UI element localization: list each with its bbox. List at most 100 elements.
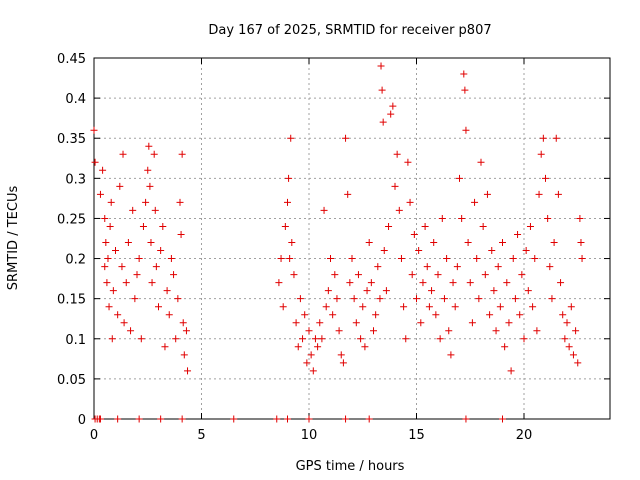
y-tick-label: 0.05 — [57, 373, 86, 388]
data-point — [578, 255, 586, 263]
data-point — [481, 271, 489, 279]
data-point — [501, 343, 509, 351]
data-point — [393, 150, 401, 158]
data-point — [372, 311, 380, 319]
data-point — [148, 279, 156, 287]
data-point — [275, 279, 283, 287]
data-point — [380, 247, 388, 255]
data-point — [290, 271, 298, 279]
grid — [94, 58, 610, 419]
data-point — [157, 415, 165, 423]
data-point — [466, 279, 474, 287]
data-point — [170, 271, 178, 279]
y-tick-label: 0.45 — [57, 52, 86, 67]
data-point — [114, 311, 122, 319]
data-point — [146, 182, 154, 190]
data-point — [423, 263, 431, 271]
data-point — [488, 247, 496, 255]
data-point — [404, 158, 412, 166]
data-point — [152, 263, 160, 271]
data-point — [361, 343, 369, 351]
data-point — [119, 150, 127, 158]
data-point — [492, 327, 500, 335]
data-point — [382, 287, 390, 295]
data-point — [397, 255, 405, 263]
data-point — [415, 247, 423, 255]
data-point — [496, 303, 504, 311]
data-point — [107, 198, 115, 206]
data-point — [114, 415, 122, 423]
data-point — [163, 287, 171, 295]
data-point — [137, 335, 145, 343]
data-point — [103, 279, 111, 287]
data-point — [544, 214, 552, 222]
data-point — [577, 239, 585, 247]
data-point — [365, 239, 373, 247]
y-tick-label: 0.25 — [57, 212, 86, 227]
y-tick-label: 0.15 — [57, 293, 86, 308]
data-point — [133, 271, 141, 279]
data-point — [284, 415, 291, 423]
data-point — [524, 287, 532, 295]
data-point — [346, 279, 354, 287]
data-point — [370, 327, 377, 335]
data-point — [430, 239, 438, 247]
data-point — [127, 327, 135, 335]
y-tick-label: 0.2 — [65, 253, 86, 268]
data-point — [167, 255, 175, 263]
data-point — [277, 255, 285, 263]
data-point — [352, 319, 360, 327]
data-point — [363, 287, 371, 295]
data-point — [458, 214, 466, 222]
data-point — [102, 239, 110, 247]
data-point — [367, 279, 375, 287]
data-point — [129, 206, 137, 214]
data-point — [142, 198, 150, 206]
data-point — [118, 263, 126, 271]
data-point — [499, 415, 506, 423]
data-point — [449, 279, 457, 287]
data-point — [176, 198, 184, 206]
data-point — [147, 239, 155, 247]
data-point — [316, 319, 324, 327]
data-point — [387, 110, 395, 118]
data-point — [520, 335, 528, 343]
data-point — [468, 319, 476, 327]
data-point — [108, 335, 116, 343]
data-point — [135, 255, 143, 263]
data-point — [565, 343, 573, 351]
data-point — [90, 126, 98, 134]
chart-title: Day 167 of 2025, SRMTID for receiver p80… — [208, 23, 491, 38]
y-axis-title: SRMTID / TECUs — [6, 186, 21, 291]
data-point — [569, 351, 577, 359]
data-point — [533, 327, 541, 335]
data-point — [464, 239, 472, 247]
data-point — [542, 174, 549, 182]
data-point — [230, 415, 238, 423]
data-point — [473, 255, 481, 263]
data-point — [419, 279, 427, 287]
y-tick-label: 0.4 — [65, 92, 86, 107]
data-point — [475, 295, 483, 303]
data-point — [503, 279, 511, 287]
data-point — [379, 118, 387, 126]
data-point — [305, 327, 313, 335]
data-point — [318, 335, 326, 343]
data-point — [563, 319, 571, 327]
x-tick-label: 5 — [197, 428, 205, 443]
data-point — [539, 134, 547, 142]
data-point — [385, 222, 393, 230]
data-point — [344, 190, 352, 198]
data-point — [434, 271, 442, 279]
data-point — [320, 206, 328, 214]
data-point — [286, 255, 294, 263]
data-point — [303, 359, 311, 367]
data-point — [354, 271, 362, 279]
y-axis: 0 0.05 0.1 0.15 0.2 0.25 0.3 0.35 0.4 0.45 — [57, 52, 610, 428]
data-point — [91, 158, 99, 166]
data-point — [460, 70, 468, 78]
scatter-marks — [90, 62, 586, 423]
data-point — [413, 295, 420, 303]
data-point — [408, 271, 416, 279]
